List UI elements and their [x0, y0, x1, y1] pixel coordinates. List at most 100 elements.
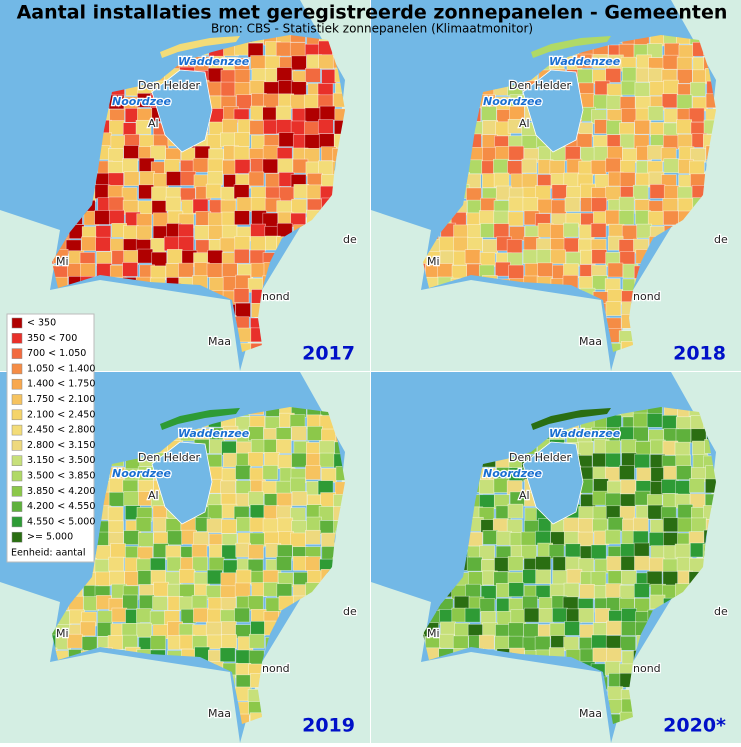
- municipality: [606, 95, 623, 110]
- municipality: [535, 569, 551, 585]
- municipality: [124, 571, 140, 586]
- legend-swatch: [11, 516, 23, 528]
- municipality: [577, 68, 593, 84]
- municipality: [247, 595, 264, 611]
- municipality: [81, 636, 98, 651]
- municipality: [608, 699, 624, 714]
- municipality: [647, 210, 664, 226]
- municipality: [508, 622, 524, 638]
- municipality: [208, 224, 224, 240]
- municipality: [507, 160, 523, 176]
- municipality: [94, 558, 111, 574]
- municipality: [66, 633, 83, 649]
- municipality: [318, 133, 335, 149]
- municipality: [466, 556, 483, 572]
- municipality: [649, 184, 666, 199]
- place-label: Waddenzee: [549, 55, 621, 68]
- municipality: [607, 570, 624, 586]
- municipality: [291, 55, 307, 71]
- municipality: [205, 585, 222, 600]
- municipality: [481, 106, 497, 121]
- title: Aantal installaties met geregistreerde z…: [17, 2, 728, 24]
- municipality: [550, 249, 566, 265]
- neighbour-land: [611, 0, 741, 371]
- municipality: [618, 210, 635, 225]
- municipality: [221, 263, 238, 278]
- municipality: [523, 607, 540, 623]
- municipality: [207, 249, 223, 265]
- municipality: [661, 479, 677, 494]
- municipality: [632, 426, 649, 442]
- municipality: [304, 134, 321, 149]
- municipality: [192, 556, 209, 572]
- municipality: [192, 157, 209, 173]
- legend-label: 2.450 < 2.800: [27, 425, 95, 436]
- municipality: [235, 569, 252, 585]
- municipality: [221, 519, 237, 534]
- municipality: [250, 223, 266, 239]
- municipality: [576, 133, 593, 149]
- municipality: [493, 158, 509, 174]
- legend-label: 3.500 < 3.850: [27, 471, 95, 482]
- legend-swatch: [11, 333, 23, 344]
- neighbour-land: [371, 210, 611, 371]
- municipality: [250, 236, 266, 251]
- municipality: [552, 570, 568, 585]
- municipality: [332, 92, 345, 108]
- municipality: [632, 184, 649, 200]
- place-label: Maa: [208, 335, 231, 348]
- legend-label: 4.550 < 5.000: [27, 516, 95, 527]
- islands: [531, 408, 611, 430]
- municipality: [578, 518, 594, 533]
- municipality: [523, 623, 539, 638]
- municipality: [464, 607, 481, 623]
- legend-swatch: [11, 470, 23, 482]
- municipality: [621, 608, 637, 623]
- municipality: [605, 68, 622, 83]
- municipality: [677, 504, 694, 519]
- municipality: [662, 54, 679, 70]
- municipality: [108, 172, 124, 188]
- municipality: [321, 69, 337, 84]
- municipality: [549, 160, 566, 175]
- municipality: [234, 607, 250, 623]
- municipality: [236, 94, 252, 110]
- municipality: [150, 145, 166, 161]
- municipality: [276, 583, 293, 599]
- municipality: [123, 491, 140, 506]
- municipality: [478, 479, 495, 495]
- municipality: [678, 44, 695, 60]
- municipality: [291, 426, 307, 441]
- legend-label: 1.400 < 1.750: [27, 379, 95, 390]
- municipality: [95, 545, 111, 560]
- municipality: [607, 516, 624, 532]
- municipality: [150, 635, 167, 650]
- municipality: [94, 571, 111, 587]
- municipality: [619, 426, 636, 442]
- municipality: [439, 633, 455, 649]
- municipality: [291, 198, 307, 214]
- municipality: [234, 235, 251, 251]
- municipality: [236, 197, 253, 212]
- legend-label: 1.750 < 2.100: [27, 394, 95, 405]
- municipality: [263, 119, 279, 135]
- municipality: [290, 532, 306, 548]
- municipality: [506, 239, 523, 254]
- municipality: [594, 608, 611, 623]
- municipality: [675, 480, 691, 495]
- municipality: [137, 248, 154, 264]
- municipality: [566, 568, 583, 584]
- municipality: [663, 517, 679, 533]
- municipality: [508, 264, 525, 280]
- municipality: [479, 252, 496, 267]
- place-label: Al: [519, 489, 530, 502]
- municipality: [164, 158, 180, 174]
- place-label: Noordzee: [112, 95, 171, 108]
- municipality: [122, 262, 138, 277]
- municipality: [564, 146, 581, 161]
- islands: [160, 408, 240, 430]
- municipality: [94, 184, 111, 199]
- municipality: [276, 439, 292, 454]
- municipality: [563, 517, 580, 533]
- municipality: [248, 633, 265, 649]
